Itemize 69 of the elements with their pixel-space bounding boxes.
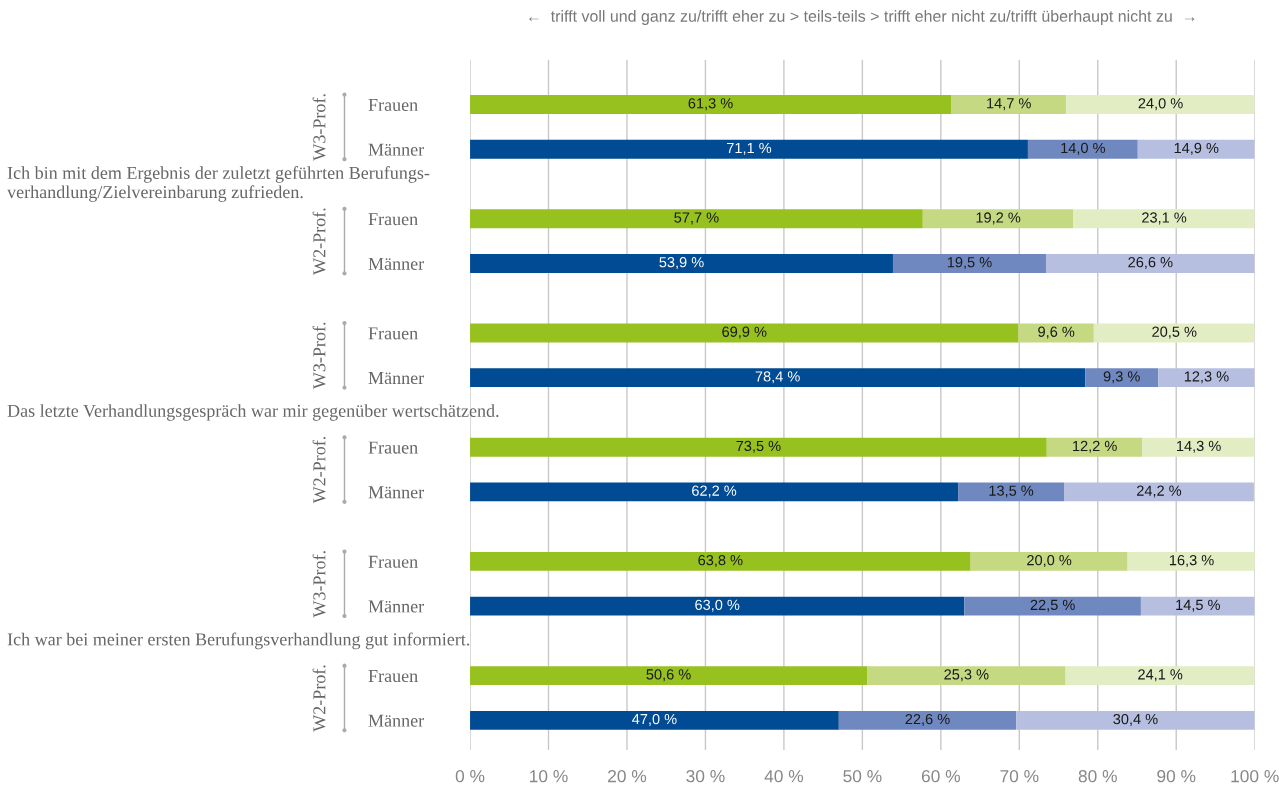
data-label: 24,0 % <box>1138 98 1183 111</box>
data-label: 57,7 % <box>674 212 719 225</box>
y-tick-label: Männer <box>368 257 425 270</box>
x-tick-label: 90 % <box>1157 770 1196 783</box>
data-label: 78,4 % <box>755 371 800 384</box>
data-label: 12,3 % <box>1184 371 1229 384</box>
data-label: 19,5 % <box>947 257 992 270</box>
x-tick-label: 60 % <box>921 770 960 783</box>
data-label: 69,9 % <box>722 326 767 339</box>
text: ← trifft voll und ganz zu/trifft eher zu > teils-teils > trifft eher nicht zu/trifft überhaupt nicht zu → <box>529 10 1195 25</box>
x-tick-label: 0 % <box>455 770 485 783</box>
y-tick-label: Frauen <box>368 555 418 568</box>
data-label: 9,6 % <box>1038 326 1075 339</box>
data-label: 30,4 % <box>1113 713 1158 726</box>
annotation: Das letzte Verhandlungsgespräch war mir gegenüber wertschätzend. <box>7 404 499 421</box>
x-tick-label: 100 % <box>1231 770 1279 783</box>
text: Ich bin mit dem Ergebnis der zuletzt geführten Berufungs- verhandlung/Zielvereinbarung zufrieden. <box>7 166 430 202</box>
data-label: 23,1 % <box>1142 212 1187 225</box>
y-tick-label: Frauen <box>368 670 418 683</box>
x-tick-label: 20 % <box>608 770 647 783</box>
data-label: 12,2 % <box>1073 440 1117 453</box>
data-label: 73,5 % <box>736 440 781 453</box>
data-label: 63,8 % <box>698 555 743 568</box>
text: W2-Prof. <box>312 436 326 504</box>
y-tick-label: Frauen <box>368 441 418 454</box>
data-label: 14,0 % <box>1061 142 1106 155</box>
y-tick-label: Frauen <box>368 213 418 226</box>
text: Ich war bei meiner ersten Berufungsverhandlung gut informiert. <box>7 632 470 650</box>
y-tick-label: Männer <box>368 372 425 385</box>
text: W2-Prof. <box>312 665 326 732</box>
data-label: 14,3 % <box>1177 440 1221 453</box>
data-label: 62,2 % <box>692 485 737 498</box>
data-label: 47,0 % <box>632 713 677 726</box>
y-tick-label: Männer <box>368 600 425 613</box>
data-label: 50,6 % <box>646 669 691 682</box>
data-label: 22,5 % <box>1030 599 1075 612</box>
data-label: 24,2 % <box>1137 485 1182 498</box>
data-label: 14,7 % <box>987 98 1031 111</box>
text: W3-Prof. <box>312 322 326 390</box>
x-tick-label: 30 % <box>686 770 725 783</box>
y-tick-label: Frauen <box>368 327 418 340</box>
x-tick-label: 10 % <box>530 770 568 783</box>
data-label: 22,6 % <box>905 713 950 726</box>
data-label: 25,3 % <box>944 669 989 682</box>
y-tick-label: Männer <box>368 143 425 156</box>
x-tick-label: 40 % <box>764 770 804 783</box>
data-label: 20,5 % <box>1152 326 1197 339</box>
y-tick-label: Männer <box>368 486 425 499</box>
text: W2-Prof. <box>312 208 326 275</box>
x-tick-label: 50 % <box>843 770 882 783</box>
data-label: 61,3 % <box>688 98 733 111</box>
data-label: 53,9 % <box>659 257 704 270</box>
data-label: 9,3 % <box>1103 371 1140 384</box>
data-label: 24,1 % <box>1138 669 1183 682</box>
x-tick-label: 80 % <box>1078 770 1117 783</box>
data-label: 14,9 % <box>1174 142 1219 155</box>
data-label: 13,5 % <box>989 485 1034 498</box>
text: W3-Prof. <box>312 551 326 618</box>
y-tick-label: Männer <box>368 714 425 727</box>
x-tick-label: 70 % <box>1000 770 1039 783</box>
data-label: 19,2 % <box>976 212 1021 225</box>
data-label: 16,3 % <box>1169 555 1214 568</box>
text: W3-Prof. <box>312 94 326 161</box>
y-tick-label: Frauen <box>368 98 418 111</box>
data-label: 26,6 % <box>1128 257 1173 270</box>
data-label: 14,5 % <box>1176 599 1220 612</box>
data-label: 71,1 % <box>727 142 772 155</box>
data-label: 20,0 % <box>1027 555 1072 568</box>
data-label: 63,0 % <box>695 599 740 612</box>
